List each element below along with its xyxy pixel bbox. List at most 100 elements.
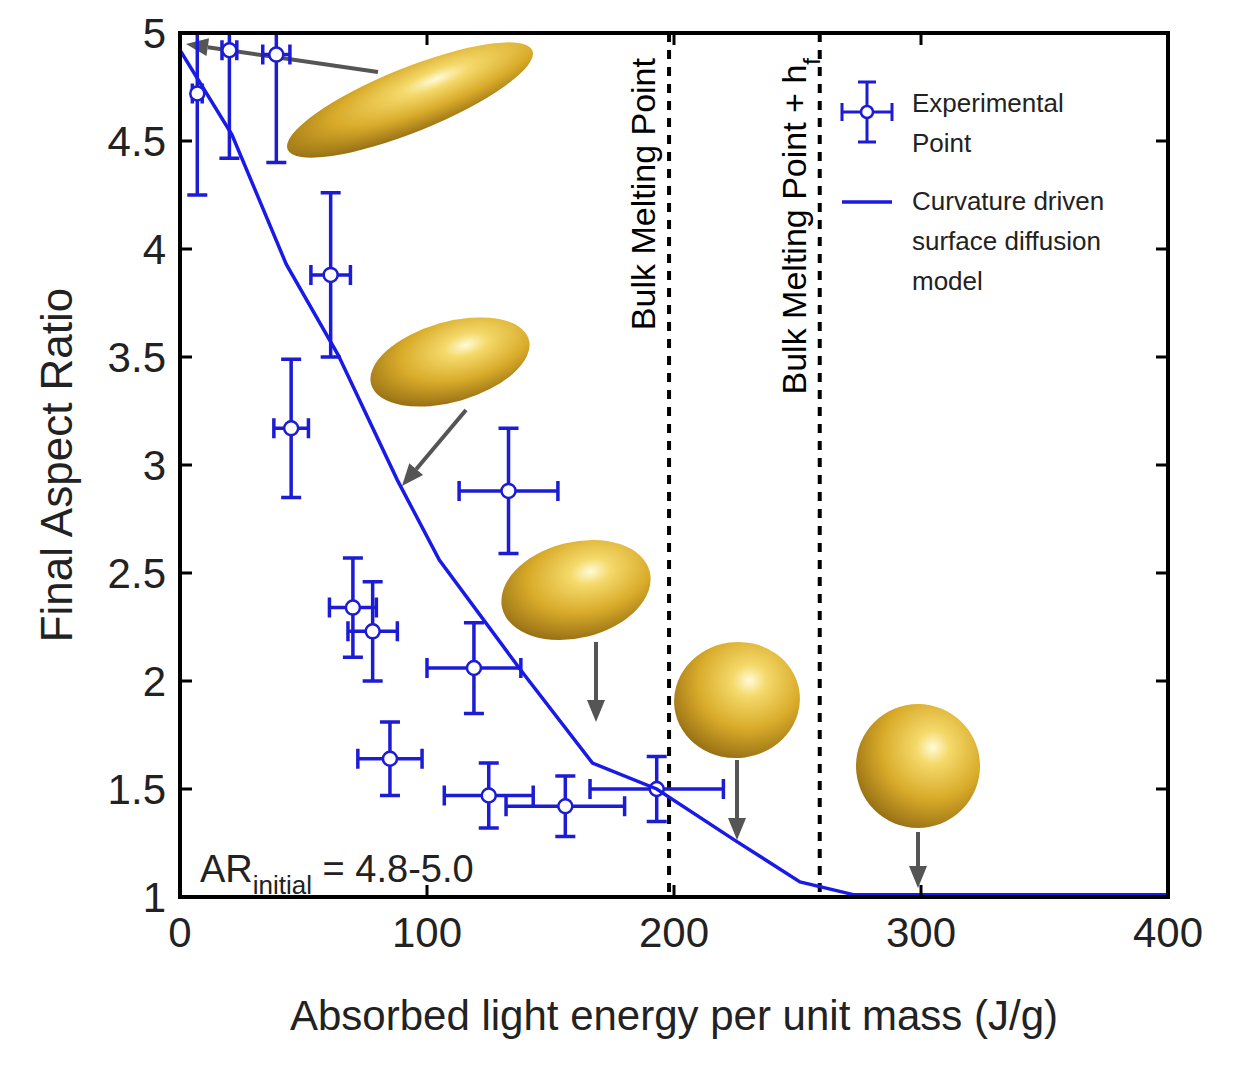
arrow <box>587 642 605 722</box>
y-tick <box>180 896 192 899</box>
legend-line <box>842 200 892 204</box>
y-tick-label: 4 <box>143 226 166 273</box>
x-tick-label: 0 <box>168 909 191 956</box>
legend: Experimental Point Curvature driven surface… <box>842 82 1104 296</box>
legend-label-line: surface diffusion <box>912 226 1101 256</box>
legend-label-line: Curvature driven <box>912 186 1104 216</box>
x-tick-label: 400 <box>1133 909 1203 956</box>
annotation-after: = 4.8-5.0 <box>312 848 474 890</box>
y-tick-label: 3 <box>143 442 166 489</box>
y-tick-right <box>1156 356 1168 359</box>
y-tick-label: 1 <box>143 874 166 921</box>
data-point-group <box>311 193 351 357</box>
y-tick <box>180 680 192 683</box>
chart: Bulk Melting Point Bulk Melting Point + h… <box>0 0 1257 1065</box>
annotation-subscript: initial <box>253 870 312 900</box>
y-tick <box>180 788 192 791</box>
reference-label-text: Bulk Melting Point <box>624 57 662 330</box>
y-tick-label: 3.5 <box>108 334 166 381</box>
data-point <box>324 268 338 282</box>
x-tick-label: 100 <box>392 909 462 956</box>
arrow-shaft <box>416 410 466 469</box>
y-tick-label: 4.5 <box>108 118 166 165</box>
legend-label: Curvature driven surface diffusion model <box>912 186 1104 296</box>
data-point-group <box>427 623 521 714</box>
plot-area <box>180 33 1168 895</box>
y-tick <box>180 140 192 143</box>
x-tick-top <box>673 33 676 45</box>
nanorod <box>667 634 808 766</box>
x-tick-top <box>1167 33 1170 45</box>
y-tick-right <box>1156 680 1168 683</box>
x-error-bar <box>427 658 521 678</box>
arrow <box>402 410 466 486</box>
x-error-bar <box>358 749 422 769</box>
arrow-shaft <box>594 642 598 700</box>
arrow-head <box>402 463 423 486</box>
y-tick-right <box>1156 32 1168 35</box>
x-tick-label: 200 <box>639 909 709 956</box>
y-tick <box>180 464 192 467</box>
y-tick-right <box>1156 896 1168 899</box>
reference-label: Bulk Melting Point <box>624 57 662 330</box>
data-point-group <box>506 776 625 836</box>
reference-label-text: Bulk Melting Point + h <box>775 65 813 395</box>
nanorod <box>491 525 662 655</box>
y-tick-right <box>1156 140 1168 143</box>
y-tick <box>180 248 192 251</box>
nanorod <box>856 704 980 828</box>
x-tick-label: 300 <box>886 909 956 956</box>
arrow-shaft <box>735 760 739 818</box>
y-error-bar <box>555 776 575 836</box>
data-point-group <box>348 582 397 681</box>
data-point-group <box>263 33 290 163</box>
y-error-bar <box>281 359 301 497</box>
y-error-bar <box>479 763 499 828</box>
y-tick-right <box>1156 788 1168 791</box>
x-axis-title: Absorbed light energy per unit mass (J/g… <box>290 992 1058 1039</box>
x-error-bar <box>263 45 290 65</box>
y-error-bar <box>219 33 239 158</box>
data-point <box>346 601 360 615</box>
arrow <box>186 38 378 72</box>
arrow-head <box>909 866 927 888</box>
y-tick-right <box>1156 572 1168 575</box>
decorations <box>186 21 980 888</box>
x-error-bar <box>274 418 309 438</box>
reference-label-subscript: f <box>797 58 824 65</box>
legend-label-line: Point <box>912 128 972 158</box>
nanorod <box>276 21 545 179</box>
x-error-bar <box>459 481 558 501</box>
data-point-group <box>219 33 239 158</box>
y-tick <box>180 356 192 359</box>
data-point-group <box>187 33 207 195</box>
data-point <box>467 661 481 675</box>
plot-frame <box>180 33 1168 897</box>
y-error-bar <box>266 33 286 163</box>
x-tick <box>673 885 676 897</box>
data-point-group <box>329 558 376 657</box>
legend-label-line: Experimental <box>912 88 1064 118</box>
data-point <box>284 421 298 435</box>
data-point <box>366 624 380 638</box>
nanorod <box>360 301 540 423</box>
y-tick <box>180 32 192 35</box>
x-error-bar <box>348 621 397 641</box>
annotation-text: AR <box>200 848 253 890</box>
y-tick-label: 1.5 <box>108 766 166 813</box>
reference-line <box>818 33 822 897</box>
x-error-bar <box>329 598 376 618</box>
legend-errorbar <box>842 82 892 142</box>
y-error-bar <box>380 722 400 795</box>
reference-label: Bulk Melting Point + hf <box>775 58 825 395</box>
y-tick-right <box>1156 464 1168 467</box>
y-tick-right <box>1156 248 1168 251</box>
legend-marker <box>861 106 873 118</box>
data-point-group <box>274 359 309 497</box>
legend-label-line: model <box>912 266 983 296</box>
reference-line <box>667 33 671 897</box>
arrow-head <box>587 700 605 722</box>
data-point-group <box>459 428 558 553</box>
y-tick-label: 2 <box>143 658 166 705</box>
data-point <box>222 43 236 57</box>
